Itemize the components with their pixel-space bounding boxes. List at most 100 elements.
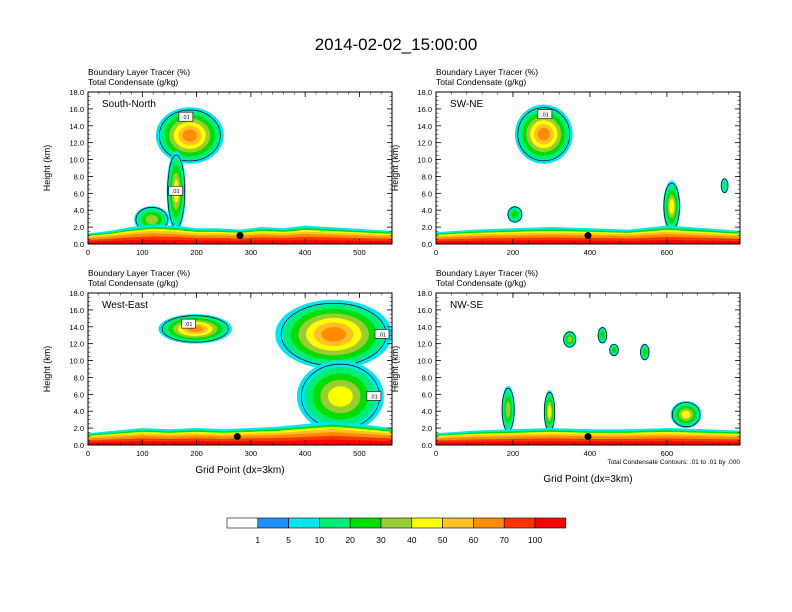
y-tick-label: 16.0 xyxy=(69,306,84,315)
x-tick-label: 200 xyxy=(190,449,203,458)
y-tick-label: 0.0 xyxy=(74,240,84,249)
cloud-contour xyxy=(145,214,158,225)
y-tick-label: 10.0 xyxy=(69,357,84,366)
x-tick-label: 100 xyxy=(136,248,149,257)
x-tick-label: 600 xyxy=(661,248,674,257)
location-marker xyxy=(584,433,592,441)
contour-label-box xyxy=(168,185,184,196)
y-tick-label: 2.0 xyxy=(74,223,84,232)
colorbar-swatch xyxy=(288,517,320,529)
y-tick-label: 6.0 xyxy=(422,390,432,399)
colorbar-swatch xyxy=(226,517,259,529)
panel-nw-se: Boundary Layer Tracer (%)Total Condensat… xyxy=(390,268,741,485)
condensate-contour xyxy=(640,344,650,361)
y-tick-label: 14.0 xyxy=(69,323,84,332)
x-tick-label: 100 xyxy=(136,449,149,458)
y-tick-label: 2.0 xyxy=(422,424,432,433)
y-tick-label: 4.0 xyxy=(422,407,432,416)
x-tick-label: 200 xyxy=(190,248,203,257)
boundary-layer-band xyxy=(436,239,740,244)
y-tick-label: 4.0 xyxy=(74,206,84,215)
cloud-contour xyxy=(321,327,346,342)
variable-label: Boundary Layer Tracer (%) xyxy=(436,268,538,278)
colorbar-swatch xyxy=(442,517,474,529)
contour-label-box xyxy=(366,391,382,401)
colorbar-label: 100 xyxy=(528,535,542,545)
y-tick-label: 4.0 xyxy=(422,206,432,215)
x-tick-label: 200 xyxy=(507,248,520,257)
y-tick-label: 16.0 xyxy=(417,105,432,114)
condensate-contour xyxy=(720,178,729,193)
condensate-contour xyxy=(671,402,701,428)
location-marker xyxy=(233,433,241,441)
y-tick-label: 14.0 xyxy=(417,122,432,131)
cloud-contour xyxy=(669,199,675,214)
cloud-contour xyxy=(182,129,197,142)
variable-label: Total Condensate (g/kg) xyxy=(436,77,526,87)
colorbar-swatch xyxy=(349,517,382,529)
panel-sw-ne: Boundary Layer Tracer (%)Total Condensat… xyxy=(390,67,741,257)
y-tick-label: 6.0 xyxy=(74,189,84,198)
x-axis-label: Grid Point (dx=3km) xyxy=(195,465,284,476)
condensate-contour xyxy=(507,206,523,223)
y-tick-label: 0.0 xyxy=(422,240,432,249)
x-tick-label: 400 xyxy=(299,248,312,257)
y-tick-label: 18.0 xyxy=(69,289,84,298)
condensate-contour xyxy=(161,315,229,343)
plot-area xyxy=(436,104,740,244)
cloud-contour xyxy=(722,181,727,191)
cloud-contour xyxy=(547,405,552,418)
y-axis-label: Height (km) xyxy=(42,145,52,192)
contour-label: .01 xyxy=(185,322,193,328)
x-tick-label: 600 xyxy=(661,449,674,458)
colorbar-swatch xyxy=(257,517,289,529)
colorbar-swatch xyxy=(534,517,567,529)
contour-label-box xyxy=(374,329,390,339)
colorbar-swatch xyxy=(319,517,351,529)
contour-label: .01 xyxy=(172,189,180,195)
boundary-layer-band xyxy=(436,441,740,445)
condensate-contour xyxy=(609,343,619,357)
y-tick-label: 8.0 xyxy=(74,172,84,181)
colorbar-label: 50 xyxy=(438,535,448,545)
y-tick-label: 12.0 xyxy=(417,139,432,148)
colorbar-label: 10 xyxy=(315,535,325,545)
contour-label: .01 xyxy=(378,332,386,338)
colorbar-swatch xyxy=(380,517,413,529)
y-tick-label: 16.0 xyxy=(417,306,432,315)
x-tick-label: 0 xyxy=(434,248,438,257)
colorbar-swatch xyxy=(473,517,505,529)
x-tick-label: 500 xyxy=(353,449,366,458)
cloud-contour xyxy=(328,386,353,407)
cloud-contour xyxy=(681,410,691,419)
cloud-contour xyxy=(611,347,617,353)
colorbar: 1 5 10 20 30 40 50 60 70 100 xyxy=(226,517,567,545)
condensate-contour xyxy=(597,327,608,344)
y-tick-label: 2.0 xyxy=(74,424,84,433)
x-axis-label: Grid Point (dx=3km) xyxy=(543,474,632,485)
x-tick-label: 500 xyxy=(353,248,366,257)
y-tick-label: 18.0 xyxy=(69,88,84,97)
contour-label: .01 xyxy=(541,113,549,119)
y-tick-label: 4.0 xyxy=(74,407,84,416)
y-tick-label: 0.0 xyxy=(74,441,84,450)
panel-label: West-East xyxy=(102,300,148,311)
contour-label-box xyxy=(181,318,196,329)
x-tick-label: 400 xyxy=(584,449,597,458)
cloud-contour xyxy=(642,348,647,356)
x-tick-label: 300 xyxy=(245,449,258,458)
variable-label: Boundary Layer Tracer (%) xyxy=(436,67,538,77)
plot-frame xyxy=(87,91,393,245)
variable-label: Total Condensate (g/kg) xyxy=(88,77,178,87)
contour-label-box xyxy=(178,111,194,122)
colorbar-swatch xyxy=(503,517,536,529)
cloud-contour xyxy=(600,331,605,339)
plot-area xyxy=(88,299,392,445)
y-tick-label: 10.0 xyxy=(69,156,84,165)
variable-label: Boundary Layer Tracer (%) xyxy=(88,67,190,77)
y-tick-label: 8.0 xyxy=(422,172,432,181)
y-tick-label: 8.0 xyxy=(74,373,84,382)
y-axis-label: Height (km) xyxy=(390,145,400,192)
y-tick-label: 2.0 xyxy=(422,223,432,232)
